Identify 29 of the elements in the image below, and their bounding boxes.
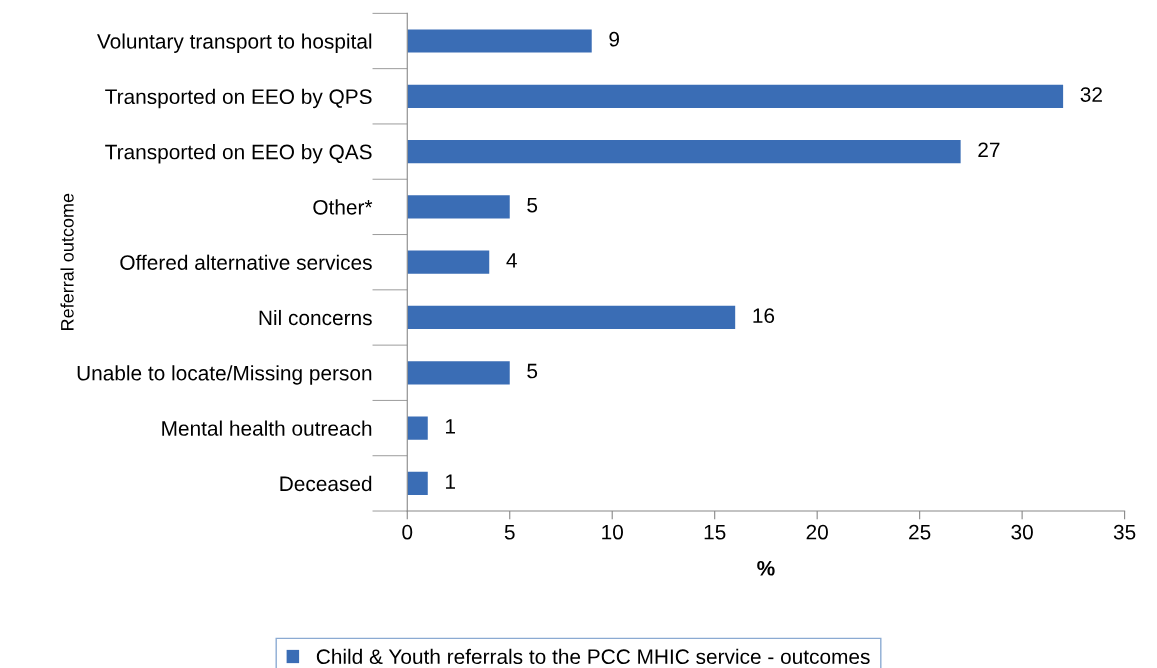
data-label: 1 — [446, 419, 455, 434]
y-tick-label: Deceased — [280, 475, 372, 492]
y-tick-label: Nil concerns — [259, 309, 372, 326]
data-label: 5 — [527, 197, 538, 213]
y-tick-label: Offered alternative services — [120, 254, 372, 270]
y-tick-label: Other* — [313, 199, 373, 215]
y-axis-title: Referral outcome — [60, 193, 74, 330]
data-label: 4 — [506, 253, 517, 268]
y-tick-label: Mental health outreach — [162, 420, 372, 436]
data-label: 1 — [446, 474, 455, 489]
data-label: 9 — [609, 31, 619, 47]
y-tick-label: Unable to locate/Missing person — [77, 365, 372, 385]
x-tick-label: 30 — [1011, 524, 1033, 540]
data-label: 27 — [978, 142, 1000, 157]
x-tick-label: 5 — [504, 524, 515, 540]
y-tick-label: Transported on EEO by QAS — [105, 144, 372, 164]
x-axis-title: % — [757, 560, 775, 576]
x-tick-label: 35 — [1113, 524, 1136, 540]
data-label: 32 — [1080, 87, 1102, 102]
x-tick-label: 25 — [909, 524, 931, 540]
legend-label: Child & Youth referrals to the PCC MHIC service - outcomes — [316, 648, 870, 665]
y-tick-label: Transported on EEO by QPS — [105, 88, 372, 109]
y-tick-label: Voluntary transport to hospital — [97, 33, 372, 53]
x-tick-label: 15 — [704, 524, 726, 540]
x-tick-label: 0 — [402, 524, 413, 540]
data-label: 5 — [527, 363, 538, 379]
x-tick-label: 10 — [602, 524, 623, 540]
data-label: 16 — [753, 308, 775, 324]
x-tick-label: 20 — [806, 524, 828, 540]
